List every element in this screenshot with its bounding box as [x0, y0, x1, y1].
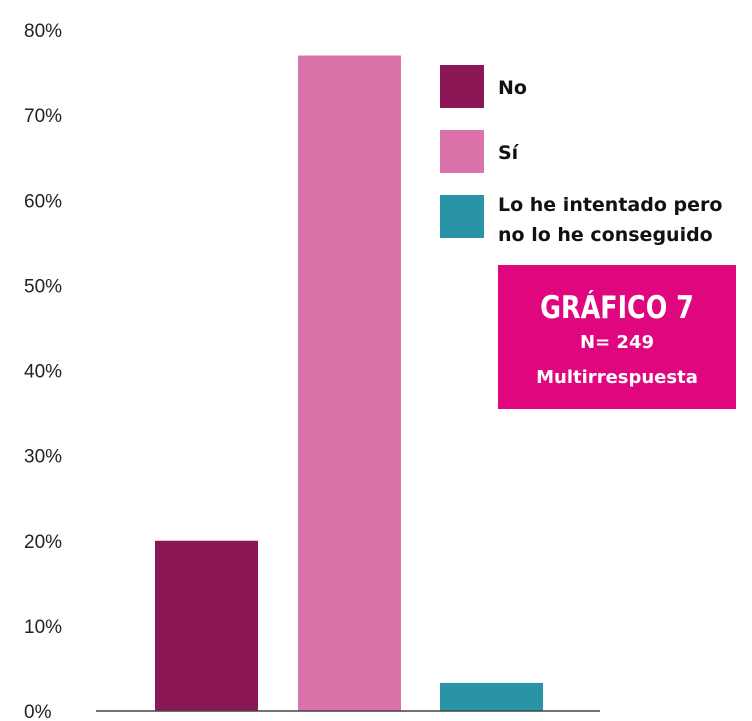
response-type-note: Multirrespuesta	[536, 367, 698, 388]
legend-swatch	[440, 130, 484, 173]
y-tick-label: 40%	[24, 362, 62, 383]
legend-swatch	[440, 65, 484, 108]
y-tick-label: 0%	[24, 702, 52, 721]
y-tick-label: 50%	[24, 276, 62, 297]
y-tick-label: 10%	[24, 617, 62, 638]
legend-label: No	[498, 77, 527, 99]
bar	[298, 55, 401, 712]
bars	[155, 55, 543, 712]
bar	[440, 682, 543, 711]
legend-label: Lo he intentado pero	[498, 194, 722, 216]
legend: No Sí Lo he intentado pero no lo he consegu…	[440, 65, 722, 246]
chart-info-box: GRÁFICO 7 N= 249 Multirrespuesta	[498, 265, 736, 409]
bar	[155, 540, 258, 711]
chart-number-title: GRÁFICO 7	[540, 290, 694, 326]
legend-label: no lo he conseguido	[498, 224, 713, 246]
y-tick-label: 30%	[24, 447, 62, 468]
y-axis-tick-labels: 0% 10% 20% 30% 40% 50% 60% 70% 80%	[24, 21, 62, 721]
y-tick-label: 70%	[24, 106, 62, 127]
legend-swatch	[440, 195, 484, 238]
legend-label: Sí	[498, 142, 520, 164]
sample-size: N= 249	[580, 332, 654, 353]
y-tick-label: 80%	[24, 21, 62, 42]
y-tick-label: 60%	[24, 191, 62, 212]
y-tick-label: 20%	[24, 532, 62, 553]
